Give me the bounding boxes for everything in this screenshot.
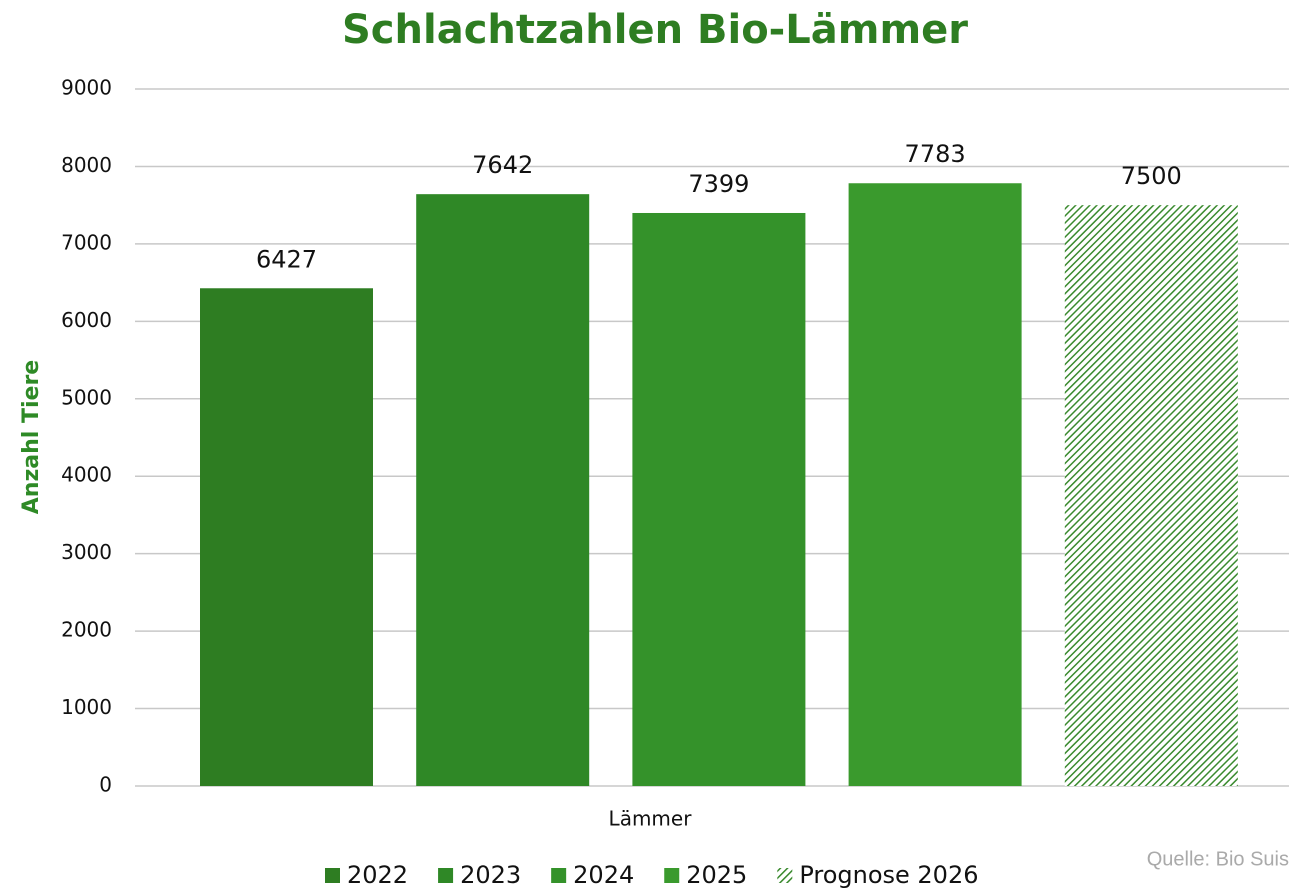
y-tick-label: 4000 — [61, 463, 112, 487]
data-label: 7642 — [472, 151, 533, 179]
legend-label: 2023 — [460, 861, 521, 889]
bar — [200, 288, 373, 786]
legend-swatch — [438, 868, 454, 883]
chart-title: Schlachtzahlen Bio-Lämmer — [342, 7, 968, 53]
bar — [1064, 205, 1238, 786]
y-tick-label: 9000 — [61, 76, 112, 100]
data-label: 6427 — [256, 245, 317, 273]
y-tick-label: 7000 — [61, 230, 112, 254]
data-label: 7783 — [905, 140, 966, 168]
legend-label: 2024 — [573, 861, 634, 889]
legend-label: Prognose 2026 — [799, 861, 978, 889]
y-tick-label: 3000 — [61, 540, 112, 564]
legend-label: 2022 — [347, 861, 408, 889]
y-tick-label: 0 — [99, 773, 112, 797]
y-tick-label: 1000 — [61, 695, 112, 719]
bar — [632, 212, 806, 787]
y-axis-label: Anzahl Tiere — [19, 360, 44, 514]
bar — [848, 183, 1022, 787]
legend-swatch — [664, 868, 680, 883]
y-tick-label: 5000 — [61, 385, 112, 409]
data-label: 7500 — [1121, 162, 1182, 190]
data-label: 7399 — [688, 170, 749, 198]
y-tick-label: 2000 — [61, 618, 112, 642]
legend-swatch — [551, 868, 567, 883]
source: Quelle: Bio Suis — [1147, 848, 1289, 870]
legend-swatch — [777, 868, 793, 883]
legend-label: 2025 — [686, 861, 747, 889]
y-tick-label: 6000 — [61, 308, 112, 332]
legend-swatch — [325, 868, 340, 883]
x-tick-label: Lämmer — [609, 807, 693, 831]
y-tick-label: 8000 — [61, 153, 112, 177]
bar — [416, 194, 590, 786]
